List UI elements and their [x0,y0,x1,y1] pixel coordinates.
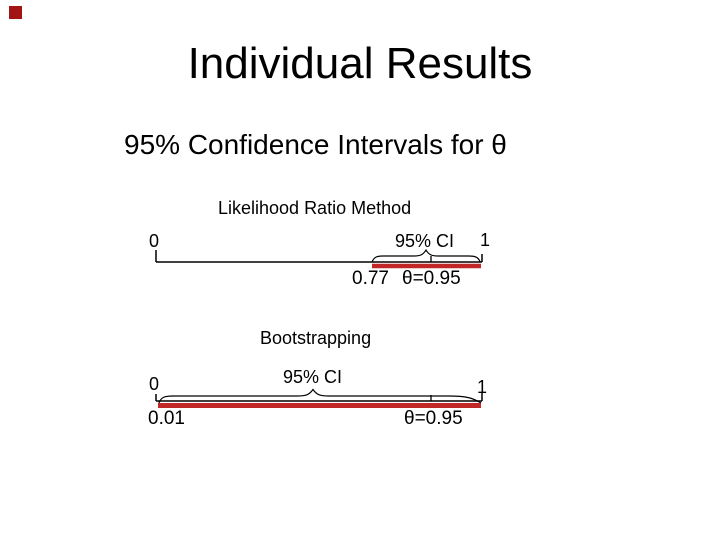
theta-value-label: θ=0.95 [402,268,461,289]
axis-label-zero: 0 [149,231,160,251]
slide-corner-marker [9,6,22,19]
ci-brace-icon [371,248,481,263]
axis-label-one: 1 [477,377,488,397]
diagram-heading: Likelihood Ratio Method [218,198,412,218]
number-line-graphic [155,248,483,269]
lower-bound-label: 0.01 [148,408,185,429]
slide-subtitle: 95% Confidence Intervals for θ [124,129,507,160]
slide-title: Individual Results [187,39,533,88]
diagram-heading: Bootstrapping [260,328,372,348]
ci-label: 95% CI [395,231,455,251]
ci-brace-icon [158,388,482,404]
number-line-graphic [155,388,483,408]
ci-label: 95% CI [283,367,343,387]
axis-label-one: 1 [480,230,491,250]
theta-value-label: θ=0.95 [404,408,463,429]
axis-label-zero: 0 [149,374,160,394]
lower-bound-label: 0.77 [352,268,389,289]
